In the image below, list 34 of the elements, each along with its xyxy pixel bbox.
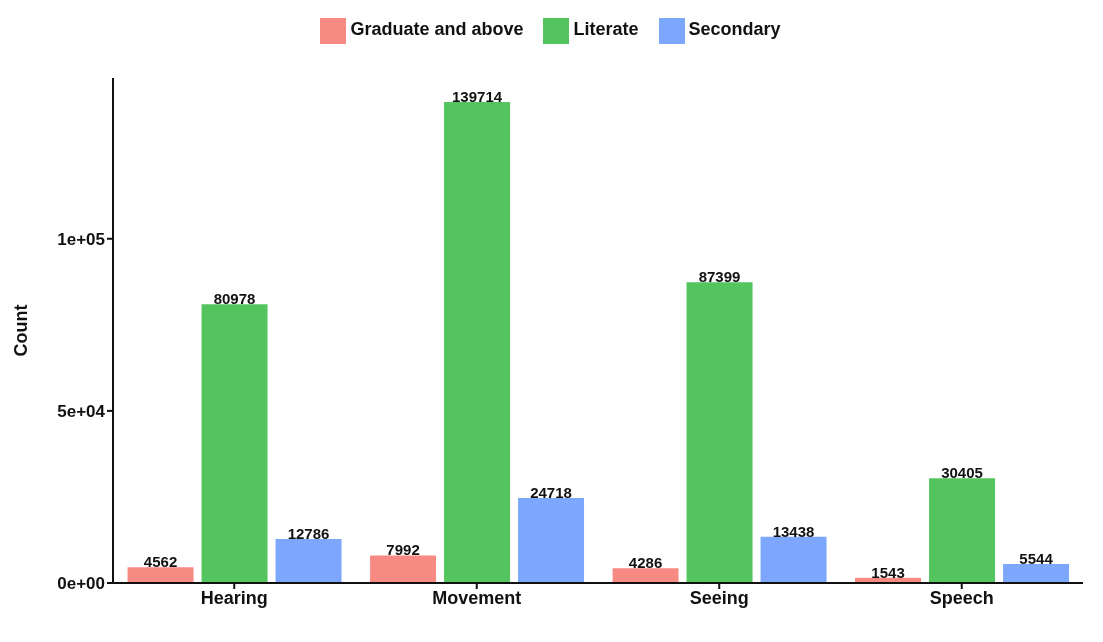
data-label: 87399	[698, 268, 741, 286]
bar	[127, 567, 194, 583]
bar	[370, 555, 437, 583]
bar	[686, 282, 753, 583]
y-tick-label: 5e+04	[57, 401, 106, 421]
data-label: 4286	[628, 554, 663, 572]
x-tick-label: Hearing	[200, 587, 268, 608]
data-label: 139714	[452, 88, 503, 106]
data-label: 5544	[1019, 549, 1054, 567]
bar	[518, 497, 585, 583]
bar	[760, 536, 827, 583]
data-label: 30405	[941, 464, 983, 482]
x-tick-label: Seeing	[689, 587, 749, 608]
x-tick-label: Speech	[929, 587, 994, 608]
bar	[444, 102, 511, 583]
data-label: 4562	[143, 553, 178, 571]
legend-label: Secondary	[688, 19, 781, 40]
data-label: 1543	[871, 563, 905, 581]
legend-label: Graduate and above	[350, 19, 524, 40]
bar	[1003, 563, 1070, 583]
data-label: 80978	[213, 290, 256, 308]
y-axis-title: Count	[11, 304, 32, 357]
y-tick-label: 1e+05	[57, 229, 105, 249]
data-label: 24718	[530, 483, 572, 501]
legend-label: Literate	[573, 19, 639, 40]
bar	[275, 538, 342, 583]
x-tick-label: Movement	[432, 587, 522, 608]
bar	[201, 304, 268, 583]
y-tick-label: 0e+00	[57, 574, 105, 594]
data-label: 7992	[386, 541, 420, 559]
data-label: 12786	[287, 524, 330, 542]
data-label: 13438	[772, 522, 815, 540]
bar	[612, 568, 679, 583]
bar	[929, 478, 996, 583]
